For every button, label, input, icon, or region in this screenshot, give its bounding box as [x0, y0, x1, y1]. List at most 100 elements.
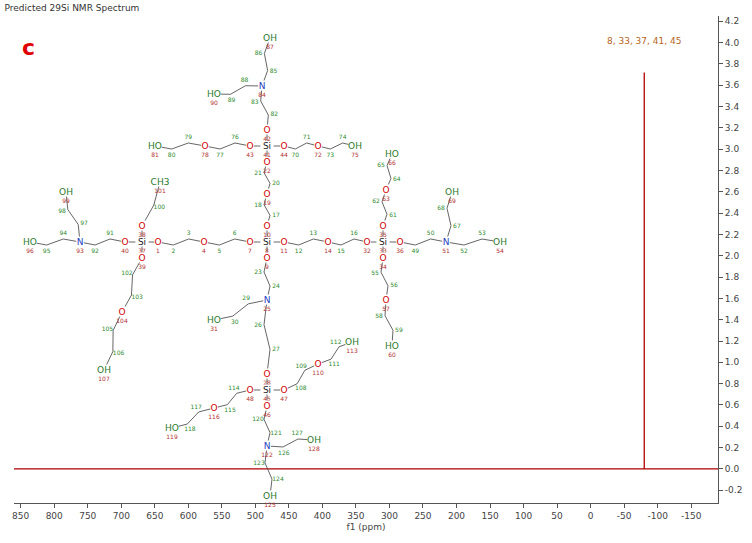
svg-text:14: 14: [324, 247, 332, 254]
svg-text:750: 750: [79, 511, 96, 521]
svg-text:2.6: 2.6: [725, 187, 740, 197]
svg-text:50: 50: [427, 229, 435, 236]
svg-text:76: 76: [231, 133, 239, 140]
svg-text:O: O: [280, 141, 287, 151]
svg-text:38: 38: [138, 231, 146, 238]
svg-text:70: 70: [292, 151, 300, 158]
svg-text:122: 122: [261, 451, 273, 458]
svg-text:450: 450: [280, 511, 297, 521]
svg-text:126: 126: [278, 449, 290, 456]
svg-text:60: 60: [388, 351, 396, 358]
svg-text:59: 59: [395, 326, 403, 333]
svg-text:850: 850: [12, 511, 29, 521]
svg-text:O: O: [246, 237, 253, 247]
svg-text:92: 92: [91, 247, 99, 254]
svg-text:4.2: 4.2: [725, 16, 739, 26]
svg-text:50: 50: [551, 511, 563, 521]
svg-text:800: 800: [46, 511, 63, 521]
svg-text:1.6: 1.6: [725, 294, 740, 304]
svg-text:89: 89: [228, 96, 236, 103]
svg-text:-50: -50: [617, 511, 632, 521]
svg-text:35: 35: [379, 231, 387, 238]
svg-text:O: O: [280, 237, 287, 247]
svg-text:0.2: 0.2: [725, 443, 739, 453]
svg-text:74: 74: [339, 133, 347, 140]
svg-text:HO: HO: [148, 141, 162, 151]
svg-text:O: O: [263, 189, 270, 199]
svg-text:2: 2: [171, 247, 175, 254]
svg-text:3.4: 3.4: [725, 102, 740, 112]
svg-text:Si: Si: [263, 141, 271, 151]
svg-text:116: 116: [208, 413, 220, 420]
svg-text:1.8: 1.8: [725, 272, 740, 282]
svg-text:46: 46: [263, 411, 271, 418]
svg-text:42: 42: [263, 135, 271, 142]
svg-text:O: O: [210, 403, 217, 413]
svg-text:OH: OH: [307, 435, 321, 445]
svg-text:O: O: [263, 157, 270, 167]
svg-text:123: 123: [253, 459, 265, 466]
svg-text:56: 56: [390, 281, 398, 288]
svg-text:250: 250: [414, 511, 431, 521]
svg-text:-0.2: -0.2: [725, 485, 743, 495]
svg-text:O: O: [263, 125, 270, 135]
svg-text:O: O: [324, 237, 331, 247]
svg-text:CH3: CH3: [151, 177, 170, 187]
svg-text:51: 51: [442, 247, 450, 254]
svg-text:10: 10: [263, 231, 271, 238]
svg-text:99: 99: [62, 197, 70, 204]
svg-text:125: 125: [264, 501, 276, 508]
svg-text:41: 41: [263, 151, 271, 158]
svg-text:75: 75: [351, 151, 359, 158]
svg-text:O: O: [382, 185, 389, 195]
svg-text:83: 83: [251, 98, 259, 105]
svg-text:66: 66: [388, 159, 396, 166]
svg-text:O: O: [263, 401, 270, 411]
svg-text:HO: HO: [207, 315, 221, 325]
svg-text:N: N: [259, 81, 266, 91]
svg-text:86: 86: [255, 49, 263, 56]
svg-text:0.8: 0.8: [725, 379, 740, 389]
svg-text:101: 101: [154, 187, 166, 194]
svg-text:O: O: [246, 385, 253, 395]
svg-text:OH: OH: [348, 141, 362, 151]
svg-text:0.6: 0.6: [725, 400, 740, 410]
svg-text:28: 28: [263, 379, 271, 386]
svg-text:18: 18: [254, 201, 262, 208]
svg-text:127: 127: [291, 429, 303, 436]
svg-text:79: 79: [185, 133, 193, 140]
svg-text:119: 119: [166, 433, 178, 440]
svg-text:72: 72: [314, 151, 322, 158]
svg-text:8: 8: [265, 247, 269, 254]
svg-text:2.8: 2.8: [725, 166, 740, 176]
svg-text:19: 19: [263, 199, 271, 206]
svg-text:1: 1: [156, 247, 160, 254]
svg-text:33: 33: [379, 247, 387, 254]
svg-text:124: 124: [272, 475, 284, 482]
svg-text:100: 100: [154, 203, 166, 210]
svg-text:OH: OH: [445, 187, 459, 197]
svg-text:30: 30: [231, 318, 239, 325]
svg-text:106: 106: [113, 349, 125, 356]
svg-text:104: 104: [116, 317, 128, 324]
svg-text:O: O: [121, 237, 128, 247]
svg-text:O: O: [280, 385, 287, 395]
svg-text:58: 58: [375, 312, 383, 319]
svg-text:O: O: [263, 221, 270, 231]
svg-text:45: 45: [263, 395, 271, 402]
svg-text:94: 94: [60, 229, 68, 236]
svg-text:0: 0: [588, 511, 594, 521]
svg-text:47: 47: [280, 395, 288, 402]
svg-text:84: 84: [258, 91, 266, 98]
svg-text:O: O: [263, 253, 270, 263]
svg-text:112: 112: [330, 338, 342, 345]
svg-text:N: N: [264, 295, 271, 305]
svg-text:-100: -100: [647, 511, 668, 521]
svg-text:550: 550: [213, 511, 230, 521]
svg-text:21: 21: [254, 169, 262, 176]
svg-text:44: 44: [280, 151, 288, 158]
svg-text:O: O: [263, 369, 270, 379]
svg-text:65: 65: [377, 161, 385, 168]
svg-text:O: O: [314, 141, 321, 151]
svg-text:113: 113: [346, 347, 358, 354]
